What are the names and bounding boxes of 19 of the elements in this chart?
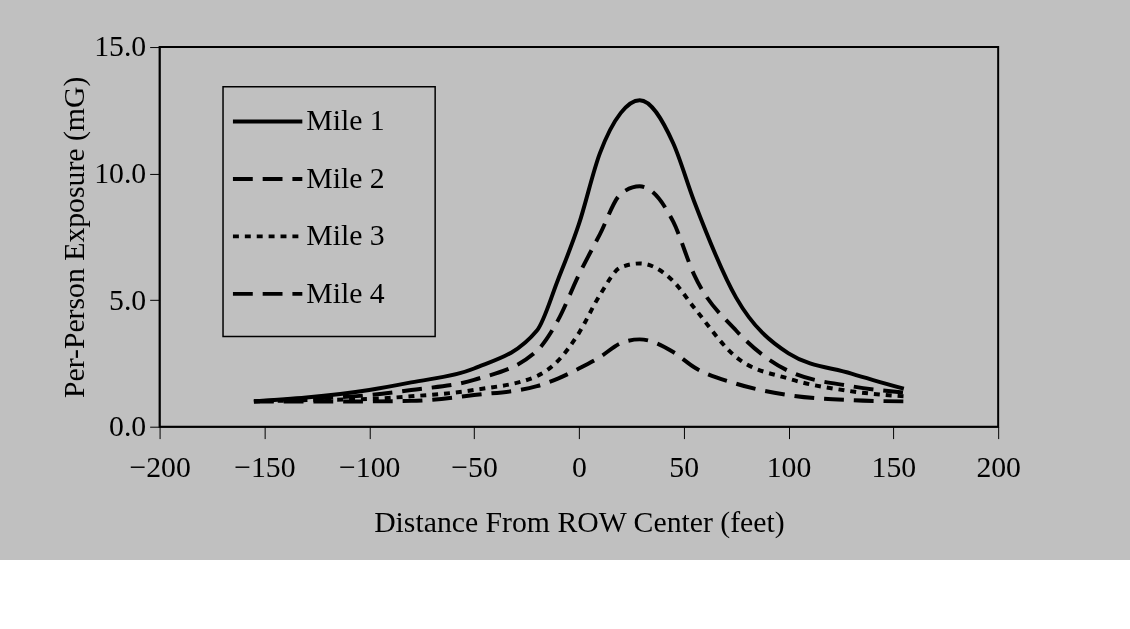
y-tick-label: 5.0 [109, 283, 147, 316]
x-axis-title: Distance From ROW Center (feet) [374, 506, 785, 540]
legend-label: Mile 1 [306, 104, 385, 137]
x-tick-label: 150 [871, 450, 917, 483]
legend-label: Mile 2 [306, 161, 385, 194]
x-tick-label: 50 [669, 450, 700, 483]
y-axis-title: Per-Person Exposure (mG) [58, 76, 92, 399]
x-tick-label: −150 [234, 450, 296, 483]
x-tick-label: −50 [451, 450, 498, 483]
x-tick-label: −100 [339, 450, 401, 483]
x-tick-label: 100 [766, 450, 812, 483]
legend-label: Mile 3 [306, 219, 385, 252]
y-tick-label: 10.0 [94, 157, 147, 190]
x-tick-label: 0 [571, 450, 587, 483]
y-tick-label: 0.0 [109, 410, 147, 443]
legend-label: Mile 4 [306, 276, 385, 309]
y-tick-label: 15.0 [94, 30, 147, 63]
x-tick-label: −200 [129, 450, 191, 483]
x-tick-label: 200 [976, 450, 1021, 483]
